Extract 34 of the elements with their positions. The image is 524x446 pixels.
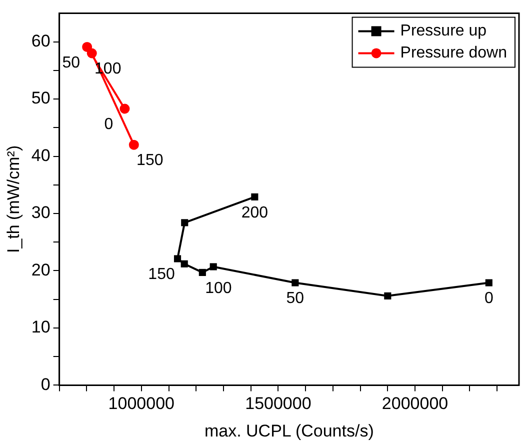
y-tick-label: 30 xyxy=(31,203,50,222)
annotation: 50 xyxy=(286,290,304,308)
point xyxy=(198,268,206,276)
annotation: 150 xyxy=(148,266,175,284)
point xyxy=(128,140,139,150)
point xyxy=(210,263,217,270)
x-axis-title: max. UCPL (Counts/s) xyxy=(204,421,374,440)
annotation: 150 xyxy=(136,152,164,170)
y-tick-label: 0 xyxy=(40,374,50,394)
point xyxy=(180,260,188,268)
y-tick-label: 60 xyxy=(31,32,50,51)
y-tick-label: 50 xyxy=(31,88,50,108)
annotation: 0 xyxy=(104,116,114,134)
legend-label: Pressure down xyxy=(400,44,507,62)
point xyxy=(251,193,258,200)
annotation: 100 xyxy=(205,280,232,297)
x-tick-label: 2000000 xyxy=(382,394,448,414)
point xyxy=(120,104,130,114)
point xyxy=(384,292,392,300)
x-tick-label: 1000000 xyxy=(108,394,174,414)
point xyxy=(174,255,182,262)
annotation: 200 xyxy=(241,204,268,222)
point xyxy=(292,279,299,286)
annotation: 0 xyxy=(484,290,494,308)
y-tick-label: 20 xyxy=(31,260,50,280)
annotation: 50 xyxy=(62,54,80,72)
y-tick-label: 40 xyxy=(31,146,50,165)
point xyxy=(181,219,188,226)
point xyxy=(485,279,492,286)
point xyxy=(82,42,92,52)
y-tick-label: 10 xyxy=(31,318,50,337)
y-axis-title: I_th (mW/cm²) xyxy=(4,145,23,254)
x-tick-label: 1500000 xyxy=(245,394,312,414)
legend-label: Pressure up xyxy=(400,22,487,40)
